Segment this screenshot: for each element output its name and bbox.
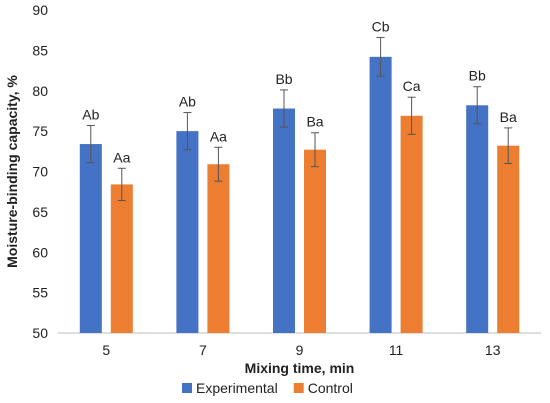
data-label: Ab [82,106,99,122]
y-tick-label: 75 [32,123,48,139]
legend-swatch [182,383,192,393]
legend-label: Experimental [196,380,278,396]
bar-experimental [273,108,295,333]
data-label: Ba [306,114,323,130]
bar-experimental [79,144,102,333]
y-tick-label: 65 [32,204,48,220]
x-tick-label: 13 [485,342,501,358]
bar-control [304,149,326,333]
y-tick-label: 85 [32,42,48,58]
y-tick-label: 55 [32,285,48,301]
bar-experimental [466,105,489,333]
x-tick-label: 5 [102,342,110,358]
data-label: Cb [372,18,390,34]
x-tick-label: 7 [199,342,207,358]
y-tick-label: 50 [32,325,48,341]
data-label: Ab [179,94,196,110]
legend-label: Control [308,380,353,396]
x-tick-label: 9 [296,342,304,358]
legend-swatch [293,383,304,393]
bar-control [110,184,133,333]
y-tick-label: 70 [32,164,48,180]
y-axis-title: Moisture-binding capacity, % [4,75,20,268]
y-tick-label: 90 [32,2,48,18]
data-label: Bb [469,68,486,84]
x-axis-title: Mixing time, min [245,360,355,376]
axes: 50 55 60 65 70 75 80 85 90 5 7 9 11 13 [32,2,541,358]
data-label: Aa [210,128,227,144]
data-label: Ba [500,109,517,125]
y-tick-label: 60 [32,244,48,260]
data-label: Ca [403,78,421,94]
legend: Experimental Control [182,380,353,396]
x-tick-label: 11 [389,342,404,358]
data-label: Bb [275,71,292,87]
data-label: Aa [113,149,130,165]
bars: Ab Aa Ab Aa Bb Ba Cb Ca Bb Ba [79,18,520,334]
y-tick-label: 80 [32,83,48,99]
bar-experimental [369,56,392,334]
bar-control [497,145,520,333]
bar-control [400,115,423,333]
bar-experimental [176,131,199,333]
bar-control [207,164,230,333]
